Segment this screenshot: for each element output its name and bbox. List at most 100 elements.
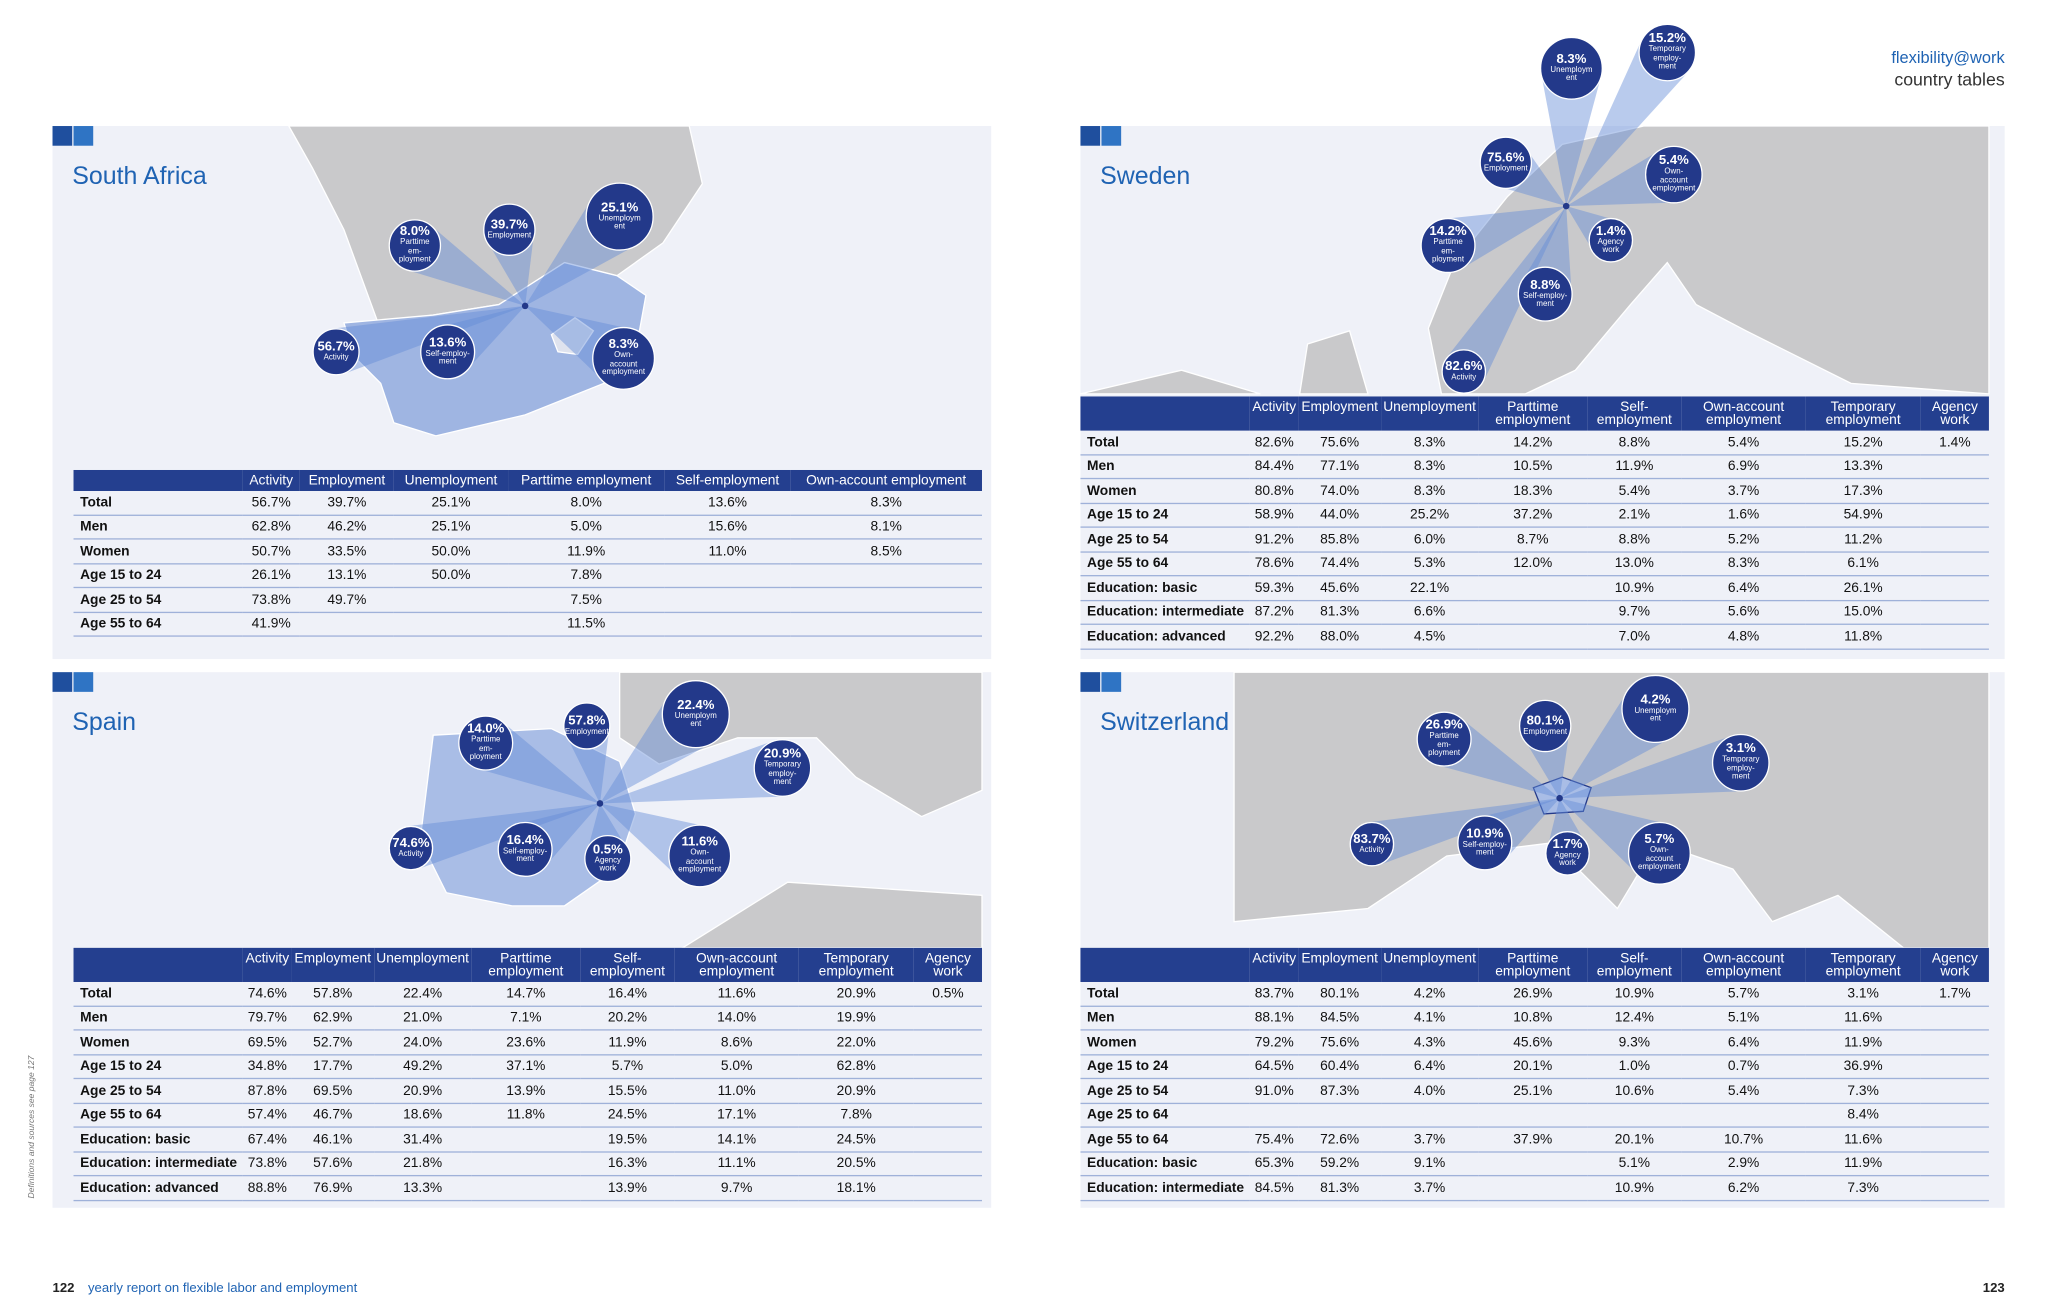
page-number: 122 (52, 1281, 75, 1296)
table-cell: 13.1% (299, 563, 395, 589)
table-cell: 8.3% (1681, 551, 1806, 577)
table-cell: 8.1% (790, 514, 982, 540)
table-cell: 13.9% (580, 1175, 675, 1201)
table-row: Total 82.6% 75.6% 8.3% 14.2% 8.8% 5.4% 15.2% 1.4… (1080, 430, 1989, 455)
table-cell: 11.9% (507, 538, 665, 564)
table-cell: 22.1% (1380, 575, 1479, 601)
row-label: Women (73, 538, 243, 564)
header-cell: Agency work (1920, 396, 1989, 431)
table-row: Age 55 to 64 41.9% 11.5% (73, 611, 982, 637)
table-cell: 6.2% (1681, 1175, 1806, 1201)
table-cell: 85.8% (1298, 527, 1381, 553)
table-cell: 6.4% (1380, 1054, 1479, 1080)
table-row: Age 55 to 64 57.4% 46.7% 18.6% 11.8% 24.5% 17.… (73, 1102, 982, 1128)
bubble: 8.8% Self-employ-ment (1517, 266, 1573, 322)
header-cell: Own-account employment (790, 469, 982, 491)
table-cell: 8.4% (1805, 1102, 1921, 1128)
table-cell: 23.6% (471, 1029, 581, 1055)
table-cell: 78.6% (1249, 551, 1299, 577)
header-cell: Temporary employment (1805, 947, 1921, 982)
bubble-label: Unemployment (1550, 66, 1593, 83)
data-table: Activity Employment Unemployment Parttime e… (73, 947, 982, 1201)
table-cell (1920, 599, 1989, 625)
bubble: 75.6% Employment (1479, 136, 1533, 190)
bubble-label: Unemployment (1634, 706, 1677, 724)
header-cell (1080, 947, 1250, 982)
table-cell: 92.2% (1249, 624, 1299, 650)
table-cell: 1.7% (1920, 981, 1989, 1007)
table-cell: 13.0% (1586, 551, 1682, 577)
row-label: Education: intermediate (73, 1151, 243, 1177)
bubble: 5.7% Own-account employment (1627, 821, 1691, 885)
table-cell: 22.4% (373, 981, 472, 1007)
table-cell: 57.8% (291, 981, 374, 1007)
bubble-label: Parttime em-ployment (469, 736, 502, 762)
table-cell: 5.4% (1681, 1078, 1806, 1104)
bubble: 83.7% Activity (1349, 821, 1395, 867)
table-cell: 20.9% (373, 1078, 472, 1104)
table-cell (790, 587, 982, 613)
table-cell: 14.7% (471, 981, 581, 1007)
bubble-label: Employment (564, 728, 609, 737)
table-cell: 11.1% (674, 1151, 799, 1177)
table-cell: 65.3% (1249, 1151, 1299, 1177)
bubble-value: 82.6% (1445, 359, 1483, 374)
table-cell: 17.3% (1805, 478, 1921, 504)
bubble-label: Temporary employ-ment (763, 761, 802, 787)
table-cell: 17.1% (674, 1102, 799, 1128)
table-cell: 6.6% (1380, 599, 1479, 625)
header-row: Activity Employment Unemployment Parttime e… (73, 469, 982, 491)
table-cell: 11.8% (1805, 624, 1921, 650)
corner-square (1080, 672, 1101, 692)
table-cell: 11.0% (664, 538, 791, 564)
table-row: Total 56.7% 39.7% 25.1% 8.0% 13.6% 8.3% (73, 490, 982, 516)
bubble-value: 39.7% (490, 217, 528, 233)
table-row: Age 25 to 54 73.8% 49.7% 7.5% (73, 587, 982, 613)
bubble-value: 1.4% (1595, 223, 1626, 239)
row-label: Women (1080, 1029, 1250, 1055)
table-cell: 4.3% (1380, 1029, 1479, 1055)
table-cell (299, 611, 395, 637)
bubble-value: 80.1% (1526, 713, 1564, 729)
table-cell: 45.6% (1298, 575, 1381, 601)
header-cell: Activity (1249, 947, 1299, 982)
table-cell: 50.0% (394, 563, 508, 589)
bubble-value: 26.9% (1425, 718, 1463, 733)
table-cell: 1.0% (1586, 1054, 1682, 1080)
header-cell: Self-employment (1586, 947, 1682, 982)
corner-square (1101, 126, 1122, 146)
table-cell: 16.3% (580, 1151, 675, 1177)
table-cell (1920, 624, 1989, 650)
header-row: Activity Employment Unemployment Parttime e… (1080, 396, 1989, 431)
table-cell: 9.7% (1586, 599, 1682, 625)
table-cell: 6.4% (1681, 1029, 1806, 1055)
bubble: 8.0% Parttime em-ployment (388, 219, 442, 272)
table-cell: 44.0% (1298, 502, 1381, 528)
table-cell: 5.7% (1681, 981, 1806, 1007)
table-cell: 8.6% (674, 1029, 799, 1055)
table-cell: 8.3% (1380, 430, 1479, 455)
table-cell: 41.9% (242, 611, 300, 637)
table-cell: 79.7% (242, 1005, 292, 1031)
bubble: 0.5% Agency work (584, 834, 632, 883)
bubble-value: 15.2% (1648, 31, 1686, 47)
table-cell: 79.2% (1249, 1029, 1299, 1055)
bubble: 26.9% Parttime em-ployment (1416, 711, 1472, 767)
table-cell: 39.7% (299, 490, 395, 516)
bubble-value: 1.7% (1552, 836, 1583, 852)
row-label: Age 25 to 64 (1080, 1102, 1250, 1128)
table-cell: 24.0% (373, 1029, 472, 1055)
bubble: 8.3% Unemployment (1539, 36, 1603, 100)
data-table: Activity Employment Unemployment Parttime e… (1080, 396, 1989, 650)
table-cell (1920, 527, 1989, 553)
table-cell: 11.9% (580, 1029, 675, 1055)
table-cell: 62.8% (798, 1054, 914, 1080)
row-label: Men (73, 1005, 243, 1031)
table-cell: 21.0% (373, 1005, 472, 1031)
table-cell: 10.9% (1586, 575, 1682, 601)
table-cell: 5.4% (1586, 478, 1682, 504)
page-number: 123 (1982, 1281, 2005, 1296)
table-cell: 72.6% (1298, 1127, 1381, 1152)
table-cell: 5.3% (1380, 551, 1479, 577)
row-label: Education: intermediate (1080, 1175, 1250, 1201)
